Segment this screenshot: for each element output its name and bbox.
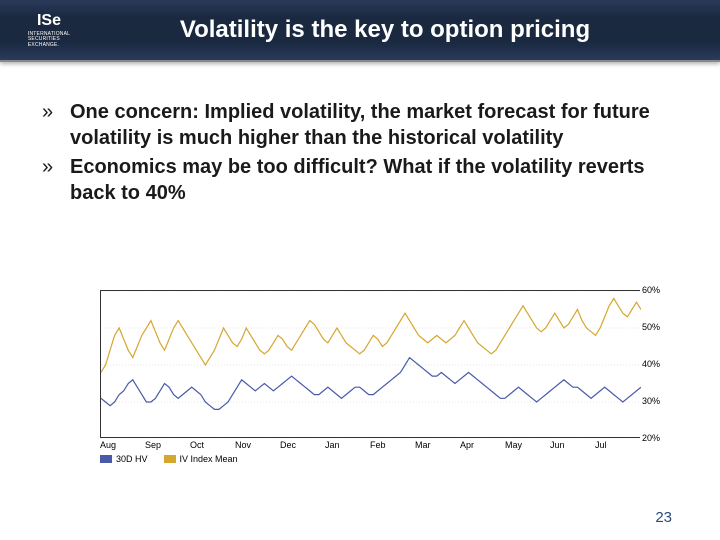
slide-header: ISe INTERNATIONAL SECURITIES EXCHANGE. V… — [0, 0, 720, 62]
y-tick-label: 60% — [642, 285, 660, 295]
x-tick-label: Apr — [460, 440, 505, 454]
y-tick-label: 20% — [642, 433, 660, 443]
content-area: One concern: Implied volatility, the mar… — [0, 62, 720, 206]
x-tick-label: Jun — [550, 440, 595, 454]
legend-swatch — [164, 455, 176, 463]
chart-x-axis: AugSepOctNovDecJanFebMarAprMayJunJul — [100, 440, 640, 454]
y-tick-label: 30% — [642, 396, 660, 406]
legend-item: 30D HV — [100, 454, 148, 464]
legend-swatch — [100, 455, 112, 463]
slide-title: Volatility is the key to option pricing — [90, 16, 720, 44]
legend-item: IV Index Mean — [164, 454, 238, 464]
bullet-item: Economics may be too difficult? What if … — [42, 155, 684, 206]
x-tick-label: Nov — [235, 440, 280, 454]
x-tick-label: Jan — [325, 440, 370, 454]
logo-mark: ISe — [37, 12, 61, 30]
chart-lines — [101, 291, 641, 439]
legend-label: 30D HV — [116, 454, 148, 464]
x-tick-label: Dec — [280, 440, 325, 454]
page-number: 23 — [655, 509, 672, 526]
chart-legend: 30D HV IV Index Mean — [100, 454, 238, 464]
x-tick-label: Aug — [100, 440, 145, 454]
x-tick-label: Oct — [190, 440, 235, 454]
x-tick-label: Sep — [145, 440, 190, 454]
bullet-item: One concern: Implied volatility, the mar… — [42, 100, 684, 151]
y-tick-label: 40% — [642, 359, 660, 369]
x-tick-label: May — [505, 440, 550, 454]
x-tick-label: Mar — [415, 440, 460, 454]
x-tick-label: Jul — [595, 440, 640, 454]
chart-y-axis: 60% 50% 40% 30% 20% — [642, 285, 680, 443]
logo-tagline: INTERNATIONAL SECURITIES EXCHANGE. — [28, 32, 70, 49]
chart-plot-area — [100, 290, 640, 438]
logo-text: ISe — [37, 12, 61, 30]
x-tick-label: Feb — [370, 440, 415, 454]
volatility-chart: 60%50%40%30%20% AugSepOctNovDecJanFebMar… — [100, 290, 680, 470]
bullet-list: One concern: Implied volatility, the mar… — [42, 100, 684, 206]
y-tick-label: 50% — [642, 322, 660, 332]
ise-logo: ISe INTERNATIONAL SECURITIES EXCHANGE. — [8, 4, 90, 56]
legend-label: IV Index Mean — [180, 454, 238, 464]
